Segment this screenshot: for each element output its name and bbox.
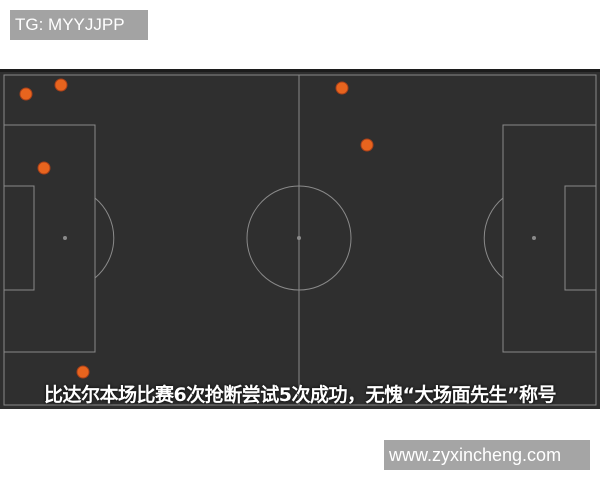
tackle-dot (360, 138, 374, 152)
left-penalty-arc (94, 197, 115, 279)
watermark-bottom: www.zyxincheng.com (384, 440, 590, 470)
center-circle (246, 185, 352, 291)
tackle-dot (335, 81, 349, 95)
right-goal-box (564, 185, 597, 291)
tackle-dot (76, 365, 90, 379)
left-goal-box (3, 185, 35, 291)
right-penalty-arc (483, 197, 504, 279)
left-penalty-box (3, 124, 96, 353)
tackle-dot (54, 78, 68, 92)
left-penalty-spot (63, 236, 67, 240)
subtitle-caption: 比达尔本场比赛6次抢断尝试5次成功，无愧“大场面先生”称号 (44, 384, 556, 406)
tackle-dot (19, 87, 33, 101)
watermark-top: TG: MYYJJPP (10, 10, 148, 40)
right-penalty-box (502, 124, 597, 353)
tackle-dot (37, 161, 51, 175)
right-penalty-spot (532, 236, 536, 240)
center-spot (297, 236, 301, 240)
